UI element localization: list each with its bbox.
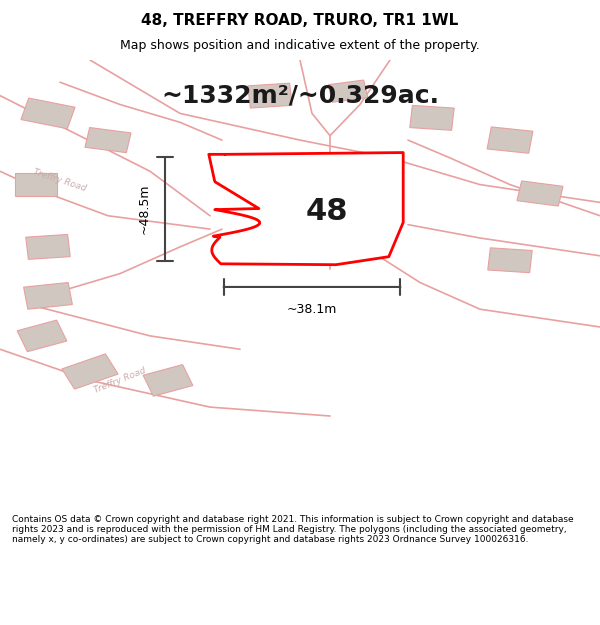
Text: Treffry Road: Treffry Road	[32, 168, 88, 193]
FancyBboxPatch shape	[15, 174, 57, 196]
FancyBboxPatch shape	[487, 127, 533, 153]
Text: 48, TREFFRY ROAD, TRURO, TR1 1WL: 48, TREFFRY ROAD, TRURO, TR1 1WL	[142, 13, 458, 28]
Text: Map shows position and indicative extent of the property.: Map shows position and indicative extent…	[120, 39, 480, 52]
Text: ~38.1m: ~38.1m	[287, 302, 337, 316]
FancyBboxPatch shape	[328, 80, 368, 102]
Text: 48: 48	[306, 197, 348, 226]
Text: Treffry Road: Treffry Road	[93, 366, 147, 395]
FancyBboxPatch shape	[85, 127, 131, 152]
Polygon shape	[209, 152, 403, 265]
FancyBboxPatch shape	[23, 282, 73, 309]
FancyBboxPatch shape	[410, 106, 454, 130]
Text: ~1332m²/~0.329ac.: ~1332m²/~0.329ac.	[161, 84, 439, 107]
FancyBboxPatch shape	[62, 354, 118, 389]
FancyBboxPatch shape	[26, 234, 70, 259]
FancyBboxPatch shape	[283, 189, 347, 224]
FancyBboxPatch shape	[17, 320, 67, 352]
FancyBboxPatch shape	[488, 248, 532, 272]
Text: Contains OS data © Crown copyright and database right 2021. This information is : Contains OS data © Crown copyright and d…	[12, 514, 574, 544]
FancyBboxPatch shape	[21, 98, 75, 129]
FancyBboxPatch shape	[517, 181, 563, 206]
FancyBboxPatch shape	[143, 364, 193, 396]
FancyBboxPatch shape	[248, 83, 292, 108]
Text: ~48.5m: ~48.5m	[137, 184, 151, 234]
